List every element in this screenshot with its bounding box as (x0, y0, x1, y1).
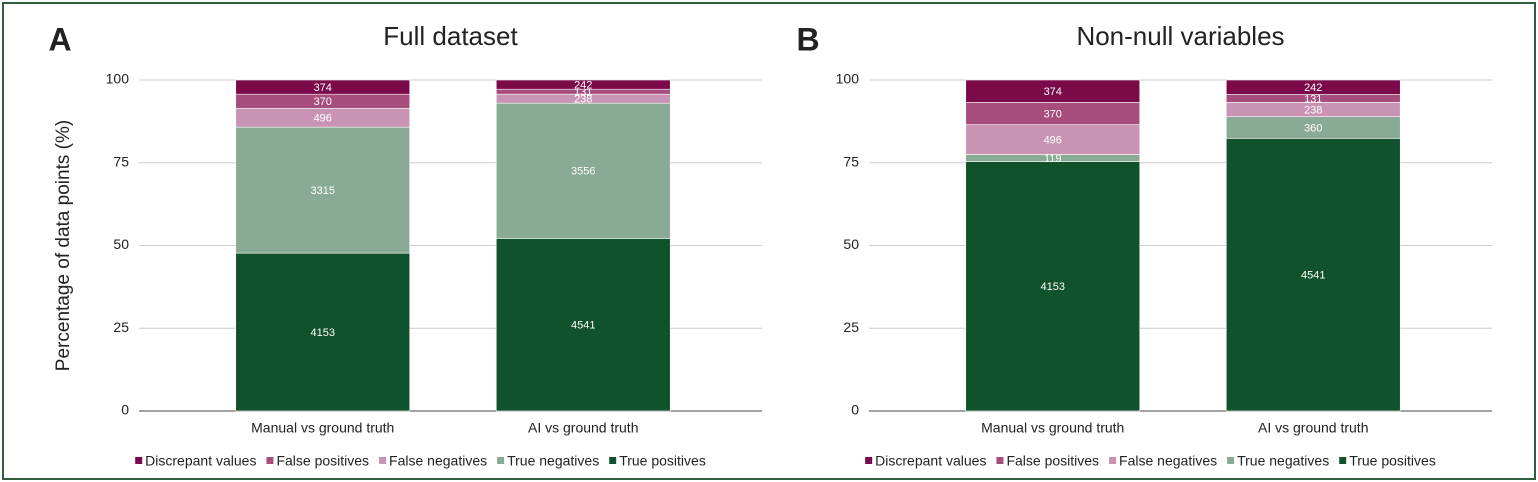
legend-label: False positives (1006, 453, 1099, 469)
y-tick-label: 25 (843, 319, 859, 335)
legend-swatch (1227, 457, 1235, 464)
data-label: 4541 (1301, 270, 1325, 282)
legend-label: False positives (276, 453, 369, 469)
data-label: 4153 (311, 327, 335, 339)
data-label: 370 (1044, 108, 1062, 120)
legend-label: True negatives (507, 453, 599, 469)
legend-swatch (379, 457, 387, 464)
y-tick-label: 25 (113, 319, 129, 335)
data-label: 119 (1044, 153, 1062, 165)
bar-segment (495, 238, 671, 412)
legend-label: True positives (619, 453, 706, 469)
y-tick-label: 50 (843, 236, 859, 252)
x-tick-label: Manual vs ground truth (251, 420, 394, 436)
legend-label: Discrepant values (875, 453, 986, 469)
legend-swatch (266, 457, 274, 464)
bar-segment (1225, 79, 1401, 95)
data-label: 242 (574, 80, 592, 92)
y-axis-label: Percentage of data points (%) (53, 120, 74, 371)
bar-segment (965, 79, 1141, 103)
data-label: 131 (1304, 93, 1322, 105)
data-label: 374 (314, 82, 332, 94)
legend-swatch (497, 457, 505, 464)
x-tick-label: Manual vs ground truth (981, 420, 1124, 436)
data-label: 3556 (571, 166, 595, 178)
legend-label: False negatives (1119, 453, 1217, 469)
legend-label: Discrepant values (145, 453, 256, 469)
data-label: 242 (1304, 82, 1322, 94)
y-tick-label: 50 (113, 236, 129, 252)
data-label: 238 (1304, 104, 1322, 116)
data-label: 131 (574, 87, 592, 99)
bar-segment (1225, 138, 1401, 412)
data-label: 3315 (311, 185, 335, 197)
data-label: 374 (1044, 86, 1062, 98)
y-tick-label: 100 (106, 71, 130, 87)
bar-segment (495, 102, 671, 239)
panel-label: B (796, 21, 819, 57)
legend-swatch (135, 457, 143, 464)
data-label: 496 (314, 113, 332, 125)
y-tick-label: 75 (843, 153, 859, 169)
legend-swatch (865, 457, 873, 464)
y-tick-label: 75 (113, 153, 129, 169)
data-label: 4541 (571, 320, 595, 332)
bar-segment (235, 252, 411, 412)
legend-swatch (996, 457, 1004, 464)
bar-segment (235, 126, 411, 254)
y-tick-label: 100 (836, 71, 860, 87)
bar-segment (495, 79, 671, 90)
y-tick-label: 0 (121, 402, 129, 418)
bar-segment (965, 124, 1141, 155)
x-tick-label: AI vs ground truth (528, 420, 639, 436)
legend-label: True positives (1349, 453, 1436, 469)
data-label: 360 (1304, 122, 1322, 134)
data-label: 238 (574, 94, 592, 106)
bar-segment (965, 161, 1141, 412)
y-tick-label: 0 (851, 402, 859, 418)
data-label: 4153 (1041, 281, 1065, 293)
bar-segment (235, 79, 411, 95)
legend-swatch (1339, 457, 1347, 464)
data-label: 370 (314, 96, 332, 108)
x-tick-label: AI vs ground truth (1258, 420, 1369, 436)
panel-label: A (48, 21, 71, 57)
legend-label: True negatives (1237, 453, 1329, 469)
chart-title: Full dataset (383, 21, 518, 51)
legend-label: False negatives (389, 453, 487, 469)
legend-swatch (1109, 457, 1117, 464)
data-label: 496 (1044, 134, 1062, 146)
chart-title: Non-null variables (1076, 21, 1284, 51)
legend-swatch (609, 457, 617, 464)
